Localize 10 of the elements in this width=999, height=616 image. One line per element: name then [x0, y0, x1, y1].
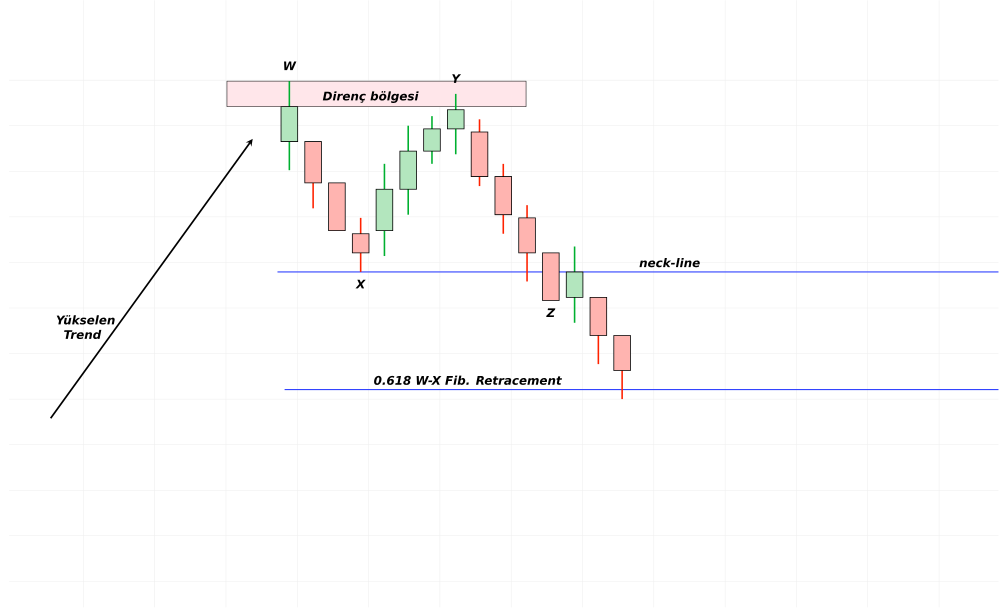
candlestick — [423, 115, 441, 164]
annotation: W — [284, 61, 296, 70]
band-label: Direnç bölgesi — [322, 90, 419, 103]
candlestick — [352, 216, 370, 272]
ref-line-label: 0.618 W-X Fib. Retracement — [374, 375, 562, 385]
annotation: Y — [452, 74, 462, 83]
annotation: X — [355, 280, 366, 288]
text: Yükselen Trend — [56, 314, 115, 339]
annotation: Z — [546, 308, 556, 317]
ref-line-label: neck-line — [640, 258, 700, 268]
